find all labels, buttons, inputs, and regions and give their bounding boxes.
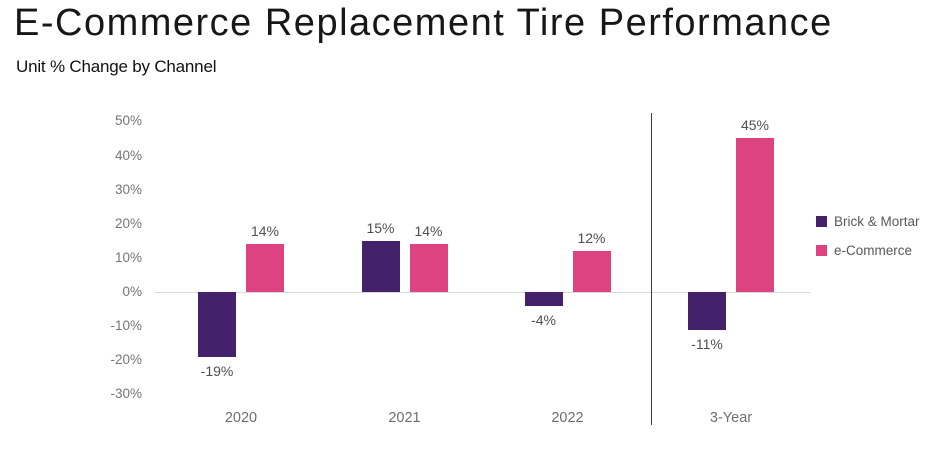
bar-e-commerce-2022 bbox=[572, 251, 611, 292]
bar-e-commerce-2020 bbox=[246, 244, 284, 292]
y-axis-tick-label: 20% bbox=[114, 215, 142, 231]
bar-brick-mortar-3-year bbox=[688, 292, 726, 330]
bar-value-label: -4% bbox=[531, 311, 556, 328]
y-axis-tick-label: 40% bbox=[114, 147, 142, 163]
legend-label: e-Commerce bbox=[834, 243, 913, 258]
y-axis-tick-label: 10% bbox=[114, 249, 142, 265]
x-axis-category-label: 2022 bbox=[551, 410, 584, 426]
y-axis-tick-label: 0% bbox=[122, 284, 142, 299]
bar-value-label: 15% bbox=[366, 219, 395, 236]
legend-swatch-brick-mortar bbox=[816, 216, 827, 227]
y-axis-tick-label: 30% bbox=[114, 181, 142, 197]
y-axis-tick-label: -20% bbox=[110, 352, 142, 368]
y-axis-tick-label: -10% bbox=[110, 318, 142, 334]
y-axis-tick-label: 50% bbox=[114, 113, 142, 129]
legend-label: Brick & Mortar bbox=[834, 214, 920, 229]
legend-item: e-Commerce bbox=[816, 242, 920, 259]
x-axis-category-label: 2020 bbox=[224, 410, 258, 426]
bar-value-label: 14% bbox=[250, 223, 280, 240]
bar-value-label: 12% bbox=[577, 230, 606, 247]
bar-value-label: -19% bbox=[200, 362, 234, 379]
summary-divider-line bbox=[651, 113, 652, 425]
legend-swatch-e-commerce bbox=[816, 245, 827, 256]
x-axis-category-label: 2021 bbox=[388, 410, 421, 426]
bar-e-commerce-2021 bbox=[409, 244, 448, 292]
legend: Brick & Mortar e-Commerce bbox=[816, 213, 920, 259]
bar-value-label: -11% bbox=[691, 335, 723, 352]
bar-brick-mortar-2022 bbox=[524, 292, 563, 306]
y-axis-tick-label: -30% bbox=[110, 386, 142, 402]
bar-brick-mortar-2021 bbox=[361, 240, 400, 292]
bar-e-commerce-3-year bbox=[736, 138, 774, 292]
bar-brick-mortar-2020 bbox=[198, 292, 236, 357]
chart-subtitle: Unit % Change by Channel bbox=[16, 57, 217, 76]
chart-title: E-Commerce Replacement Tire Performance bbox=[14, 2, 833, 44]
bar-value-label: 45% bbox=[740, 117, 770, 134]
legend-item: Brick & Mortar bbox=[816, 213, 920, 230]
bar-value-label: 14% bbox=[414, 223, 443, 240]
zero-baseline bbox=[155, 292, 810, 293]
x-axis-category-label: 3-Year bbox=[709, 410, 753, 426]
